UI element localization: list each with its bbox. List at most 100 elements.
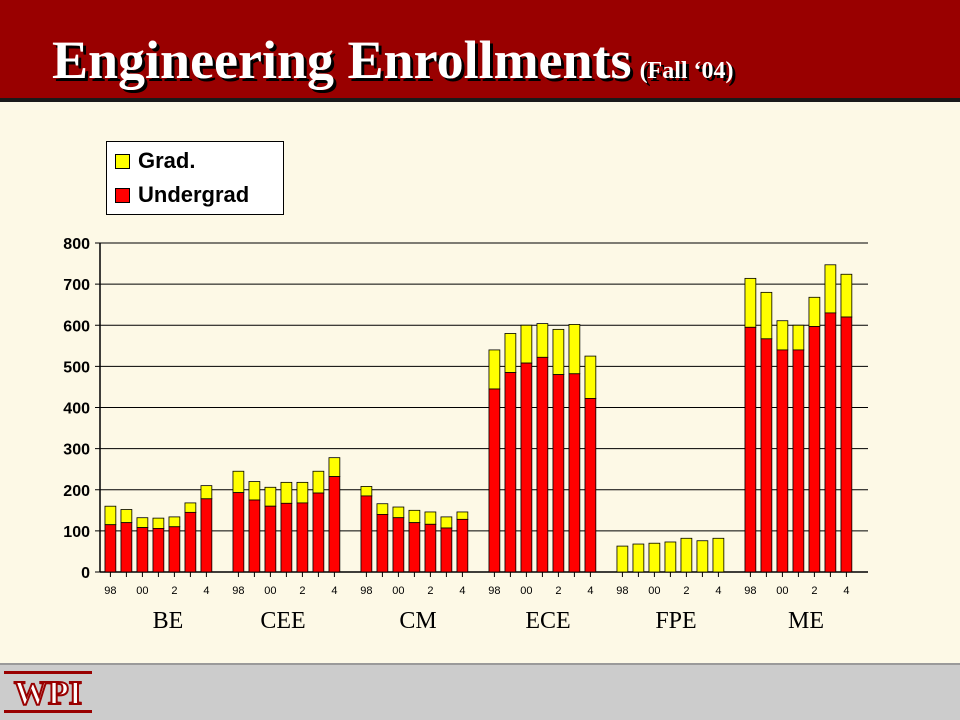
bar-grad-be-1 <box>120 509 133 524</box>
bar-undergrad-cm-3 <box>408 522 421 573</box>
y-tick-label: 0 <box>81 565 90 582</box>
bar-undergrad-cm-4 <box>424 523 437 573</box>
y-tick-label: 100 <box>63 524 90 541</box>
bar-undergrad-be-4 <box>168 526 181 573</box>
x-tick-label: 4 <box>203 585 209 597</box>
y-tick-label: 300 <box>63 442 90 459</box>
bar-undergrad-be-5 <box>184 511 197 573</box>
bar-grad-be-3 <box>152 517 165 529</box>
bar-undergrad-me-1 <box>760 338 773 573</box>
bar-grad-fpe-1 <box>632 543 645 573</box>
category-label-cm: CM <box>399 608 437 634</box>
x-tick-label: 00 <box>520 585 532 597</box>
bar-grad-ece-4 <box>552 328 565 375</box>
bar-grad-cee-4 <box>296 481 309 504</box>
bar-undergrad-cee-6 <box>328 476 341 573</box>
x-tick-label: 2 <box>299 585 305 597</box>
x-tick-label: 98 <box>360 585 372 597</box>
bar-grad-me-0 <box>744 277 757 328</box>
bar-undergrad-me-0 <box>744 326 757 573</box>
bar-undergrad-ece-5 <box>568 373 581 573</box>
bar-undergrad-me-5 <box>824 312 837 573</box>
chart-legend: Grad. Undergrad <box>106 141 284 215</box>
bar-undergrad-cm-5 <box>440 527 453 573</box>
bar-grad-cee-5 <box>312 470 325 494</box>
x-tick-label: 4 <box>715 585 721 597</box>
footer-bar <box>0 663 960 720</box>
bar-undergrad-be-6 <box>200 498 213 573</box>
bar-grad-me-4 <box>808 296 821 327</box>
legend-swatch-undergrad <box>115 187 130 203</box>
bar-undergrad-ece-3 <box>536 356 549 573</box>
bar-grad-fpe-3 <box>664 541 677 573</box>
title-bar: Engineering Enrollments (Fall ‘04) <box>0 0 960 102</box>
x-tick-label: 00 <box>648 585 660 597</box>
x-tick-label: 2 <box>555 585 561 597</box>
bar-undergrad-cm-0 <box>360 495 373 573</box>
y-tick-label: 700 <box>63 277 90 294</box>
x-tick-label: 2 <box>171 585 177 597</box>
bar-grad-be-6 <box>200 485 213 500</box>
bar-grad-cm-2 <box>392 506 405 519</box>
x-tick-label: 98 <box>104 585 116 597</box>
bar-grad-me-1 <box>760 291 773 340</box>
bar-undergrad-me-4 <box>808 326 821 573</box>
category-label-ece: ECE <box>525 608 571 634</box>
x-tick-label: 4 <box>587 585 593 597</box>
bar-grad-ece-6 <box>584 355 597 399</box>
legend-swatch-grad <box>115 153 130 169</box>
y-tick-label: 400 <box>63 401 90 418</box>
category-label-be: BE <box>152 608 184 634</box>
bar-undergrad-cm-2 <box>392 517 405 573</box>
y-tick-label: 800 <box>63 236 90 253</box>
category-label-me: ME <box>788 608 824 634</box>
bar-undergrad-ece-0 <box>488 388 501 573</box>
x-tick-label: 2 <box>811 585 817 597</box>
y-tick-label: 600 <box>63 318 90 335</box>
x-tick-label: 4 <box>331 585 337 597</box>
bar-undergrad-ece-1 <box>504 372 517 573</box>
bar-undergrad-ece-4 <box>552 374 565 573</box>
category-label-cee: CEE <box>260 608 306 634</box>
page-title: Engineering Enrollments (Fall ‘04) <box>52 28 734 103</box>
logo-text: WPI <box>14 675 82 712</box>
bar-grad-cm-6 <box>456 511 469 520</box>
bar-grad-cm-3 <box>408 509 421 524</box>
bar-undergrad-cee-3 <box>280 502 293 573</box>
bar-grad-fpe-5 <box>696 540 709 573</box>
legend-item-grad: Grad. <box>115 146 195 176</box>
legend-label-grad: Grad. <box>138 148 196 173</box>
x-tick-label: 00 <box>264 585 276 597</box>
x-tick-label: 98 <box>616 585 628 597</box>
bar-undergrad-cee-1 <box>248 499 261 573</box>
bar-undergrad-me-2 <box>776 349 789 573</box>
legend-item-undergrad: Undergrad <box>115 180 249 210</box>
x-tick-label: 00 <box>136 585 148 597</box>
wpi-logo: WPI <box>4 671 92 713</box>
x-tick-label: 2 <box>683 585 689 597</box>
bar-grad-be-2 <box>136 517 149 528</box>
bar-undergrad-be-1 <box>120 522 133 573</box>
bar-undergrad-me-6 <box>840 316 853 573</box>
bar-undergrad-be-3 <box>152 528 165 573</box>
bar-undergrad-ece-6 <box>584 398 597 573</box>
bar-grad-me-5 <box>824 264 837 314</box>
bar-grad-be-5 <box>184 502 197 513</box>
legend-label-undergrad: Undergrad <box>138 182 250 207</box>
x-tick-label: 98 <box>744 585 756 597</box>
bar-undergrad-cm-6 <box>456 518 469 573</box>
bar-grad-be-4 <box>168 516 181 528</box>
bar-undergrad-be-0 <box>104 524 117 573</box>
bar-undergrad-me-3 <box>792 349 805 573</box>
y-tick-label: 500 <box>63 359 90 376</box>
bar-grad-fpe-2 <box>648 542 661 573</box>
x-tick-label: 4 <box>459 585 465 597</box>
bar-undergrad-cm-1 <box>376 514 389 573</box>
x-tick-label: 98 <box>232 585 244 597</box>
bar-grad-me-3 <box>792 324 805 351</box>
bar-grad-me-6 <box>840 273 853 318</box>
title-text: Engineering Enrollments <box>52 30 632 90</box>
bar-undergrad-cee-0 <box>232 492 245 573</box>
bar-grad-cm-5 <box>440 516 453 529</box>
